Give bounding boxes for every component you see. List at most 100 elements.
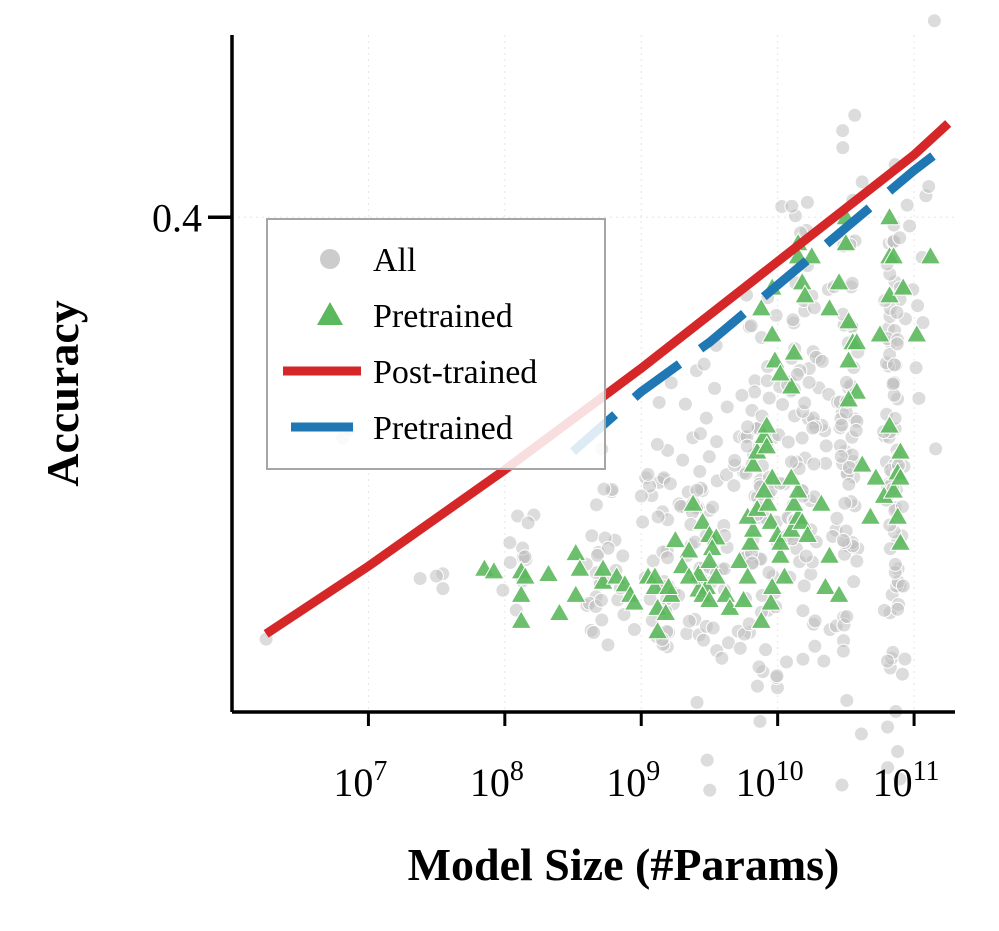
all-point — [740, 419, 756, 435]
pretrained-points — [473, 206, 942, 640]
all-point — [795, 651, 811, 667]
all-point — [899, 197, 915, 213]
all-point — [699, 752, 715, 768]
all-point — [780, 434, 796, 450]
all-point — [435, 581, 451, 597]
x-tick-label: 109 — [606, 756, 660, 805]
all-point — [689, 694, 705, 710]
pretrained-point — [865, 466, 887, 486]
pretrained-point — [796, 523, 819, 543]
pretrained-point — [878, 206, 901, 226]
pretrained-point — [818, 297, 841, 317]
all-point — [593, 592, 609, 608]
pretrained-point — [761, 323, 784, 343]
all-point — [839, 692, 855, 708]
all-point — [412, 571, 428, 587]
all-point — [839, 609, 855, 625]
pretrained-point — [714, 583, 737, 603]
pretrained-point — [510, 583, 533, 603]
all-point — [848, 422, 864, 438]
all-point — [588, 497, 604, 513]
all-point — [897, 651, 913, 667]
all-point — [584, 528, 600, 544]
all-point — [705, 499, 721, 515]
pretrained-point — [886, 505, 909, 525]
all-point — [846, 574, 862, 590]
all-point — [835, 643, 851, 659]
fit-lines — [263, 120, 952, 638]
all-point — [796, 578, 812, 594]
pretrained-point — [787, 479, 809, 499]
legend: All Pretrained Post-trained Pretrained — [266, 218, 606, 470]
all-point — [915, 315, 931, 331]
all-point — [589, 547, 605, 563]
y-axis-title: Accuracy — [37, 300, 88, 486]
all-point — [649, 436, 665, 452]
pretrained-point — [889, 531, 912, 551]
all-point — [761, 564, 777, 580]
pretrained-point — [773, 565, 796, 585]
all-point — [520, 515, 536, 531]
pretrained-point — [780, 375, 803, 395]
legend-label: All — [373, 242, 416, 279]
all-point — [732, 640, 748, 656]
all-point — [600, 540, 616, 556]
all-point — [879, 653, 895, 669]
all-point — [734, 387, 750, 403]
pretrained-point — [646, 620, 669, 640]
pretrained-point — [869, 323, 891, 343]
pretrained-point — [678, 539, 700, 559]
pretrained-point — [592, 570, 614, 590]
all-point — [650, 509, 666, 525]
pretrained-point — [483, 560, 505, 580]
all-point — [834, 777, 850, 793]
x-tick-label: 1011 — [873, 756, 940, 805]
all-point — [880, 719, 896, 735]
pretrained-point — [837, 349, 860, 369]
all-point — [806, 456, 822, 472]
pretrained-point — [742, 453, 764, 473]
all-point — [928, 441, 944, 457]
all-point — [743, 318, 759, 334]
all-point — [892, 771, 908, 787]
all-point — [849, 553, 865, 569]
x-tick-label: 1010 — [736, 756, 804, 805]
all-point — [805, 420, 821, 436]
all-point — [702, 782, 718, 798]
all-point — [799, 194, 815, 210]
all-point — [707, 380, 723, 396]
pretrained-point — [644, 576, 666, 596]
pretrained-point — [510, 609, 533, 629]
all-point — [662, 476, 678, 492]
all-point — [679, 626, 695, 642]
pretrained-point — [814, 576, 837, 596]
all-point — [640, 466, 656, 482]
all-point — [633, 488, 649, 504]
all-point — [705, 620, 721, 636]
pretrained-point — [783, 341, 805, 361]
all-point — [889, 336, 905, 352]
pretrained-point — [889, 440, 912, 460]
all-point — [801, 374, 817, 390]
pretrained-point — [761, 576, 784, 596]
pretrained-point — [818, 544, 841, 564]
all-point — [798, 548, 814, 564]
pretrained-point — [878, 414, 901, 434]
all-point — [797, 395, 813, 411]
pretrained-point — [750, 297, 773, 317]
all-point — [615, 548, 631, 564]
all-point — [926, 13, 942, 29]
all-point — [502, 535, 518, 551]
pretrained-point — [755, 435, 778, 455]
all-point — [886, 357, 902, 373]
pretrained-point — [564, 583, 587, 603]
all-point — [880, 760, 896, 776]
all-point — [681, 613, 697, 629]
all-point — [902, 218, 918, 234]
all-point — [769, 668, 785, 684]
all-point — [751, 659, 767, 675]
all-point — [854, 174, 870, 190]
pretrained-point — [753, 479, 775, 499]
legend-pretrained-marker — [317, 302, 343, 325]
